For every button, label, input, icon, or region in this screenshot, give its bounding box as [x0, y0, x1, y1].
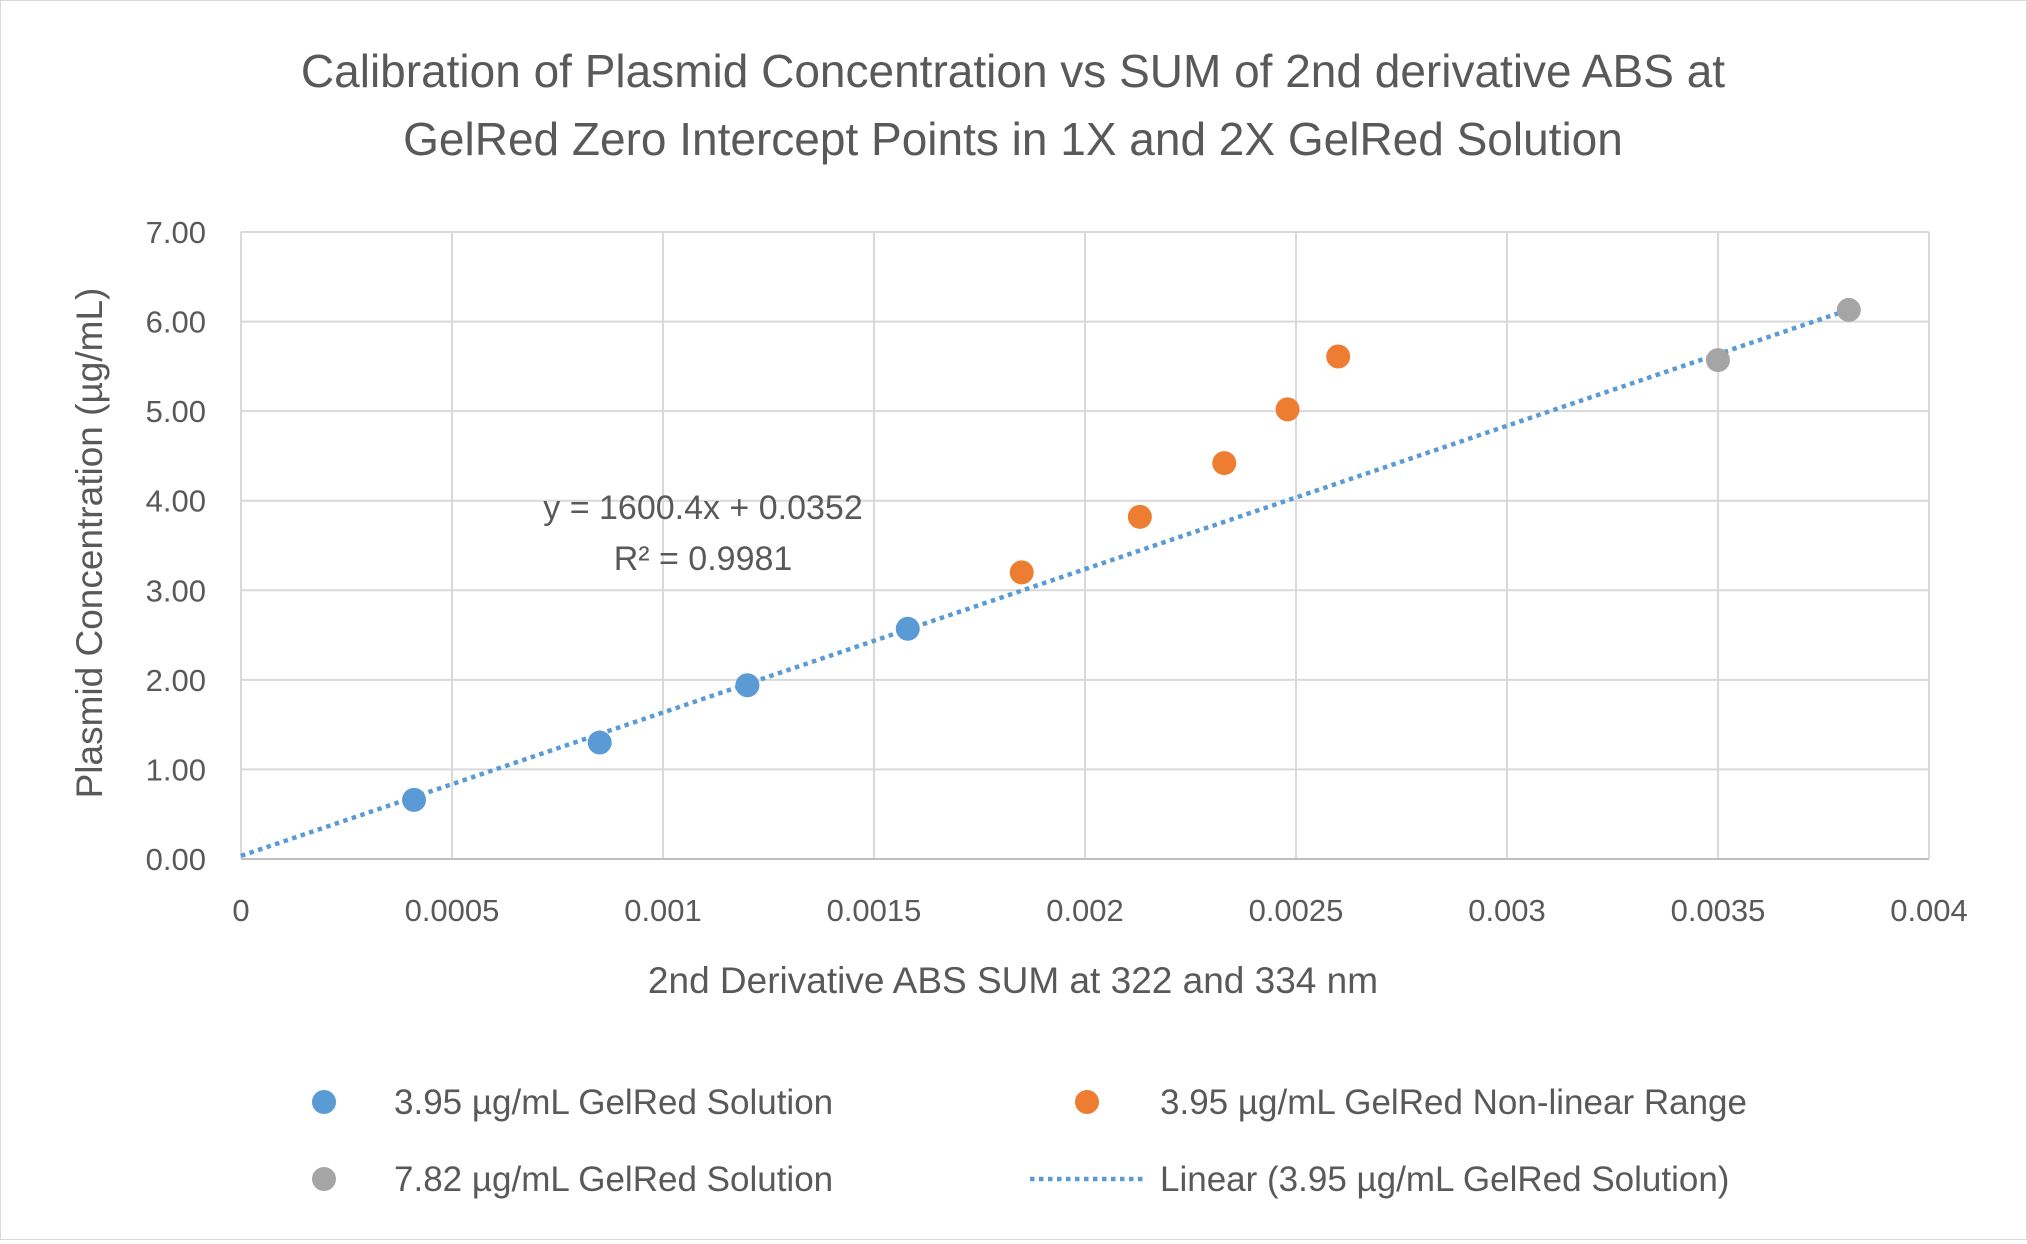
legend-label-series-1: 3.95 µg/mL GelRed Solution	[394, 1083, 833, 1122]
y-tick-labels: 0.00 1.00 2.00 3.00 4.00 5.00 6.00 7.00	[146, 215, 206, 877]
data-point-series-3	[1836, 297, 1861, 322]
data-point-series-3	[1706, 348, 1730, 373]
y-tick-label: 4.00	[146, 484, 206, 519]
x-tick-label: 0.002	[1046, 893, 1124, 928]
y-tick-label: 0.00	[146, 842, 206, 877]
trendline	[240, 307, 1850, 858]
chart-title-line-1: Calibration of Plasmid Concentration vs …	[301, 45, 1725, 97]
y-tick-label: 7.00	[146, 215, 206, 250]
x-tick-label: 0.004	[1890, 893, 1968, 928]
legend-marker-series-2	[1075, 1090, 1099, 1114]
trendline-line	[240, 307, 1850, 858]
data-point-series-1	[587, 730, 612, 755]
legend-marker-series-1	[312, 1090, 336, 1114]
x-axis-title: 2nd Derivative ABS SUM at 322 and 334 nm	[648, 960, 1378, 1001]
y-tick-label: 5.00	[146, 394, 206, 429]
data-points	[402, 297, 1861, 812]
data-point-series-1	[895, 616, 920, 641]
x-tick-label: 0.0035	[1671, 893, 1766, 928]
data-point-series-2	[1127, 504, 1152, 529]
x-tick-label: 0.001	[624, 893, 702, 928]
y-tick-label: 3.00	[146, 573, 206, 608]
y-tick-label: 2.00	[146, 663, 206, 698]
y-axis-title: Plasmid Concentration (µg/mL)	[69, 288, 110, 799]
trendline-r-squared: R² = 0.9981	[614, 540, 793, 578]
x-tick-label: 0.0015	[827, 893, 922, 928]
data-point-series-2	[1326, 344, 1351, 369]
legend-label-series-2: 3.95 µg/mL GelRed Non-linear Range	[1160, 1083, 1747, 1122]
trendline-equation: y = 1600.4x + 0.0352	[543, 489, 862, 527]
chart-title-line-2: GelRed Zero Intercept Points in 1X and 2…	[403, 113, 1623, 165]
y-tick-label: 1.00	[146, 752, 206, 787]
x-tick-label: 0.003	[1468, 893, 1546, 928]
axes	[240, 232, 1929, 860]
x-tick-label: 0.0005	[405, 893, 500, 928]
chart-title: Calibration of Plasmid Concentration vs …	[301, 45, 1725, 165]
gridlines	[241, 231, 1930, 859]
data-point-series-2	[1212, 451, 1237, 476]
data-point-series-1	[735, 673, 760, 698]
legend: 3.95 µg/mL GelRed Solution 3.95 µg/mL Ge…	[312, 1083, 1747, 1199]
data-point-series-2	[1009, 560, 1034, 585]
legend-label-series-3: 7.82 µg/mL GelRed Solution	[394, 1160, 833, 1199]
x-tick-label: 0	[232, 893, 249, 928]
data-point-series-1	[402, 787, 427, 812]
legend-marker-series-3	[312, 1167, 336, 1191]
legend-label-trendline: Linear (3.95 µg/mL GelRed Solution)	[1160, 1160, 1729, 1199]
x-tick-label: 0.0025	[1249, 893, 1344, 928]
x-tick-labels: 0 0.0005 0.001 0.0015 0.002 0.0025 0.003 0.0035…	[232, 893, 1967, 928]
data-point-series-2	[1275, 397, 1300, 422]
y-tick-label: 6.00	[146, 305, 206, 340]
